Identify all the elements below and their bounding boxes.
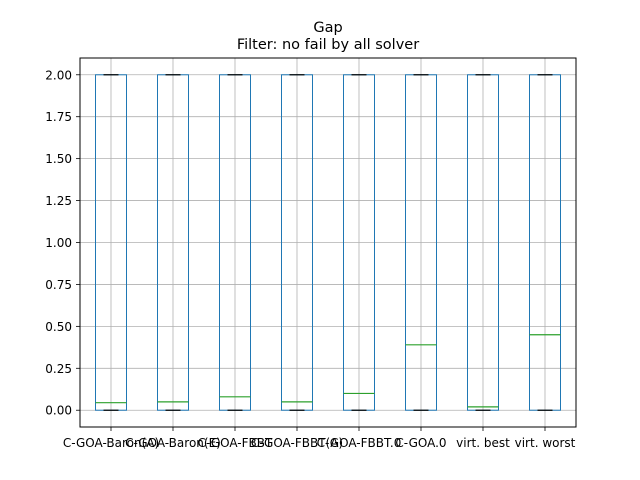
box-7 <box>467 74 499 411</box>
chart-subtitle: Filter: no fail by all solver <box>237 37 419 53</box>
x-tick-label: C-GOA-FBBT(A) <box>251 436 343 450</box>
y-tick-label: 2.00 <box>45 68 72 82</box>
y-tick-label: 1.75 <box>45 110 72 124</box>
x-tick-label: virt. worst <box>515 436 576 450</box>
plot-frame <box>79 57 577 428</box>
chart-title: Gap <box>313 20 342 36</box>
x-tick-label: C-GOA-FBBT <box>198 436 273 450</box>
x-tick-label: C-GOA-Baron(A) <box>63 436 159 450</box>
x-tick-label: C-GOA-FBBT.0 <box>317 436 402 450</box>
box-5 <box>343 74 375 411</box>
y-tick-label: 1.50 <box>45 152 72 166</box>
box-4 <box>281 74 313 411</box>
y-tick-label: 1.00 <box>45 236 72 250</box>
x-tick-label: C-GOA-Baron(E) <box>125 436 221 450</box>
y-axis: 0.00 0.25 0.50 0.75 1.00 1.25 1.50 1.75 2.00 <box>45 68 80 418</box>
y-tick-label: 0.00 <box>45 404 72 418</box>
y-tick-label: 0.25 <box>45 362 72 376</box>
box-8 <box>529 74 561 411</box>
box-6 <box>405 74 437 411</box>
y-tick-label: 1.25 <box>45 194 72 208</box>
box-1 <box>95 74 127 411</box>
x-axis: C-GOA-Baron(A)C-GOA-Baron(E)C-GOA-FBBTC-… <box>63 427 576 450</box>
boxes <box>95 74 561 411</box>
x-tick-label: virt. best <box>456 436 510 450</box>
y-tick-label: 0.50 <box>45 320 72 334</box>
box-2 <box>157 74 189 411</box>
x-tick-label: C-GOA.0 <box>395 436 446 450</box>
y-tick-label: 0.75 <box>45 278 72 292</box>
grid <box>80 58 576 427</box>
box-3 <box>219 74 251 411</box>
